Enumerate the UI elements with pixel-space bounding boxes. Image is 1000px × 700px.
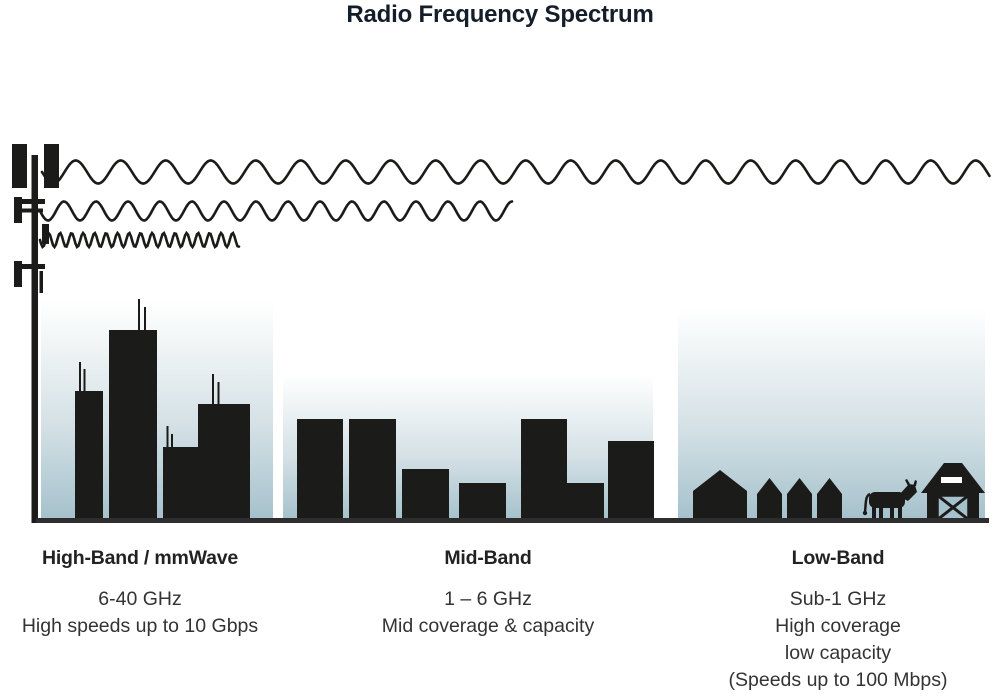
houses-icon (693, 470, 842, 520)
mid-band-heading: Mid-Band (444, 547, 532, 569)
barn-icon (921, 463, 985, 522)
low-band-heading: Low-Band (791, 547, 885, 569)
medium-wave-mid-frequency-icon (38, 200, 514, 222)
mid-band-description: Mid coverage & capacity (381, 615, 595, 637)
mid-rise-buildings-icon (297, 419, 654, 520)
high-band-heading: High-Band / mmWave (41, 547, 239, 569)
low-band-label: Low-Band Sub-1 GHz High coverage low cap… (688, 547, 988, 694)
low-band-frequency: Sub-1 GHz (789, 588, 887, 610)
mid-band-frequency: 1 – 6 GHz (444, 588, 532, 610)
skyscrapers-icon (75, 299, 250, 520)
cow-icon (862, 479, 917, 519)
high-band-description: High speeds up to 10 Gbps (21, 615, 259, 637)
diagram-title: Radio Frequency Spectrum (346, 1, 654, 28)
low-band-description-2: low capacity (784, 642, 892, 664)
short-wave-high-frequency-icon (38, 230, 241, 250)
mid-band-label: Mid-Band 1 – 6 GHz Mid coverage & capaci… (340, 547, 636, 640)
cell-tower-icon (12, 144, 59, 523)
ground-line (36, 518, 989, 523)
high-band-label: High-Band / mmWave 6-40 GHz High speeds … (0, 547, 280, 640)
high-band-frequency: 6-40 GHz (98, 588, 182, 610)
long-wave-low-frequency-icon (40, 159, 991, 185)
low-band-description-1: High coverage (775, 615, 901, 637)
low-band-description-3: (Speeds up to 100 Mbps) (728, 669, 948, 691)
